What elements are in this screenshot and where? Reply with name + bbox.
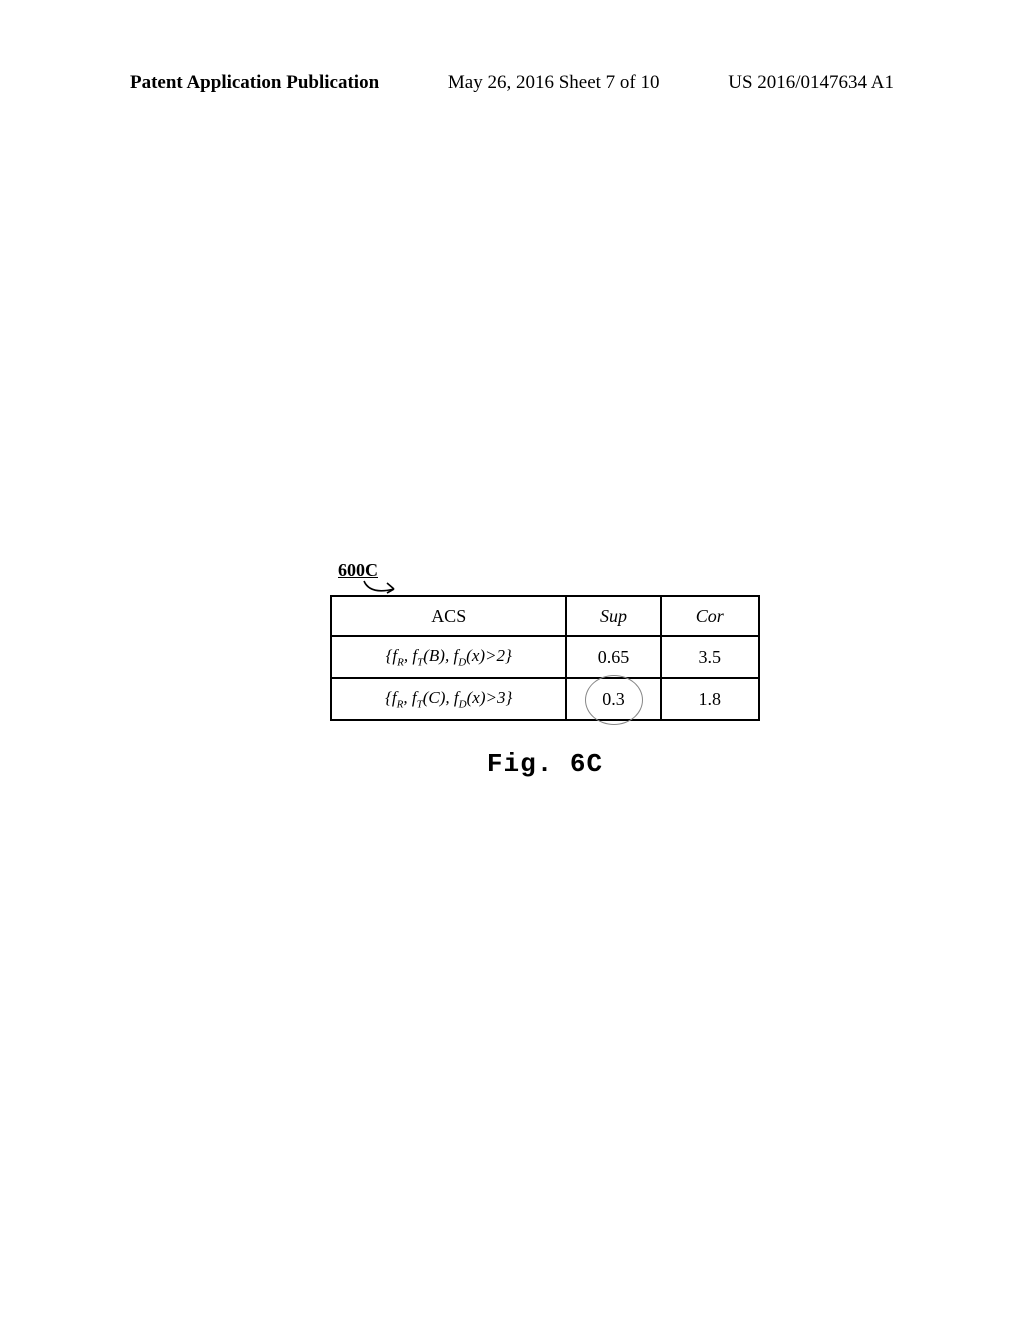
figure-reference-number: 600C	[338, 560, 760, 581]
cell-sup: 0.65	[566, 636, 660, 678]
col-header-cor: Cor	[661, 596, 759, 636]
cell-acs: {fR, fT(B), fD(x)>2}	[331, 636, 566, 678]
table-row: {fR, fT(C), fD(x)>3} 0.3 1.8	[331, 678, 759, 720]
header-date-sheet: May 26, 2016 Sheet 7 of 10	[448, 72, 660, 94]
table-header-row: ACS Sup Cor	[331, 596, 759, 636]
figure-6c: 600C ACS Sup Cor {fR, fT(B), fD(x)>2} 0.	[330, 560, 760, 779]
data-table-wrapper: ACS Sup Cor {fR, fT(B), fD(x)>2} 0.65 3.…	[330, 595, 760, 721]
col-header-acs: ACS	[331, 596, 566, 636]
cell-cor: 1.8	[661, 678, 759, 720]
header-publication: Patent Application Publication	[130, 72, 379, 94]
page-header: Patent Application Publication May 26, 2…	[0, 72, 1024, 94]
figure-caption: Fig. 6C	[330, 749, 760, 779]
col-header-sup: Sup	[566, 596, 660, 636]
table-row: {fR, fT(B), fD(x)>2} 0.65 3.5	[331, 636, 759, 678]
cell-cor: 3.5	[661, 636, 759, 678]
cell-sup-value: 0.3	[602, 689, 625, 709]
cell-sup-highlighted: 0.3	[566, 678, 660, 720]
header-pub-number: US 2016/0147634 A1	[728, 72, 894, 94]
acs-table: ACS Sup Cor {fR, fT(B), fD(x)>2} 0.65 3.…	[330, 595, 760, 721]
cell-acs: {fR, fT(C), fD(x)>3}	[331, 678, 566, 720]
